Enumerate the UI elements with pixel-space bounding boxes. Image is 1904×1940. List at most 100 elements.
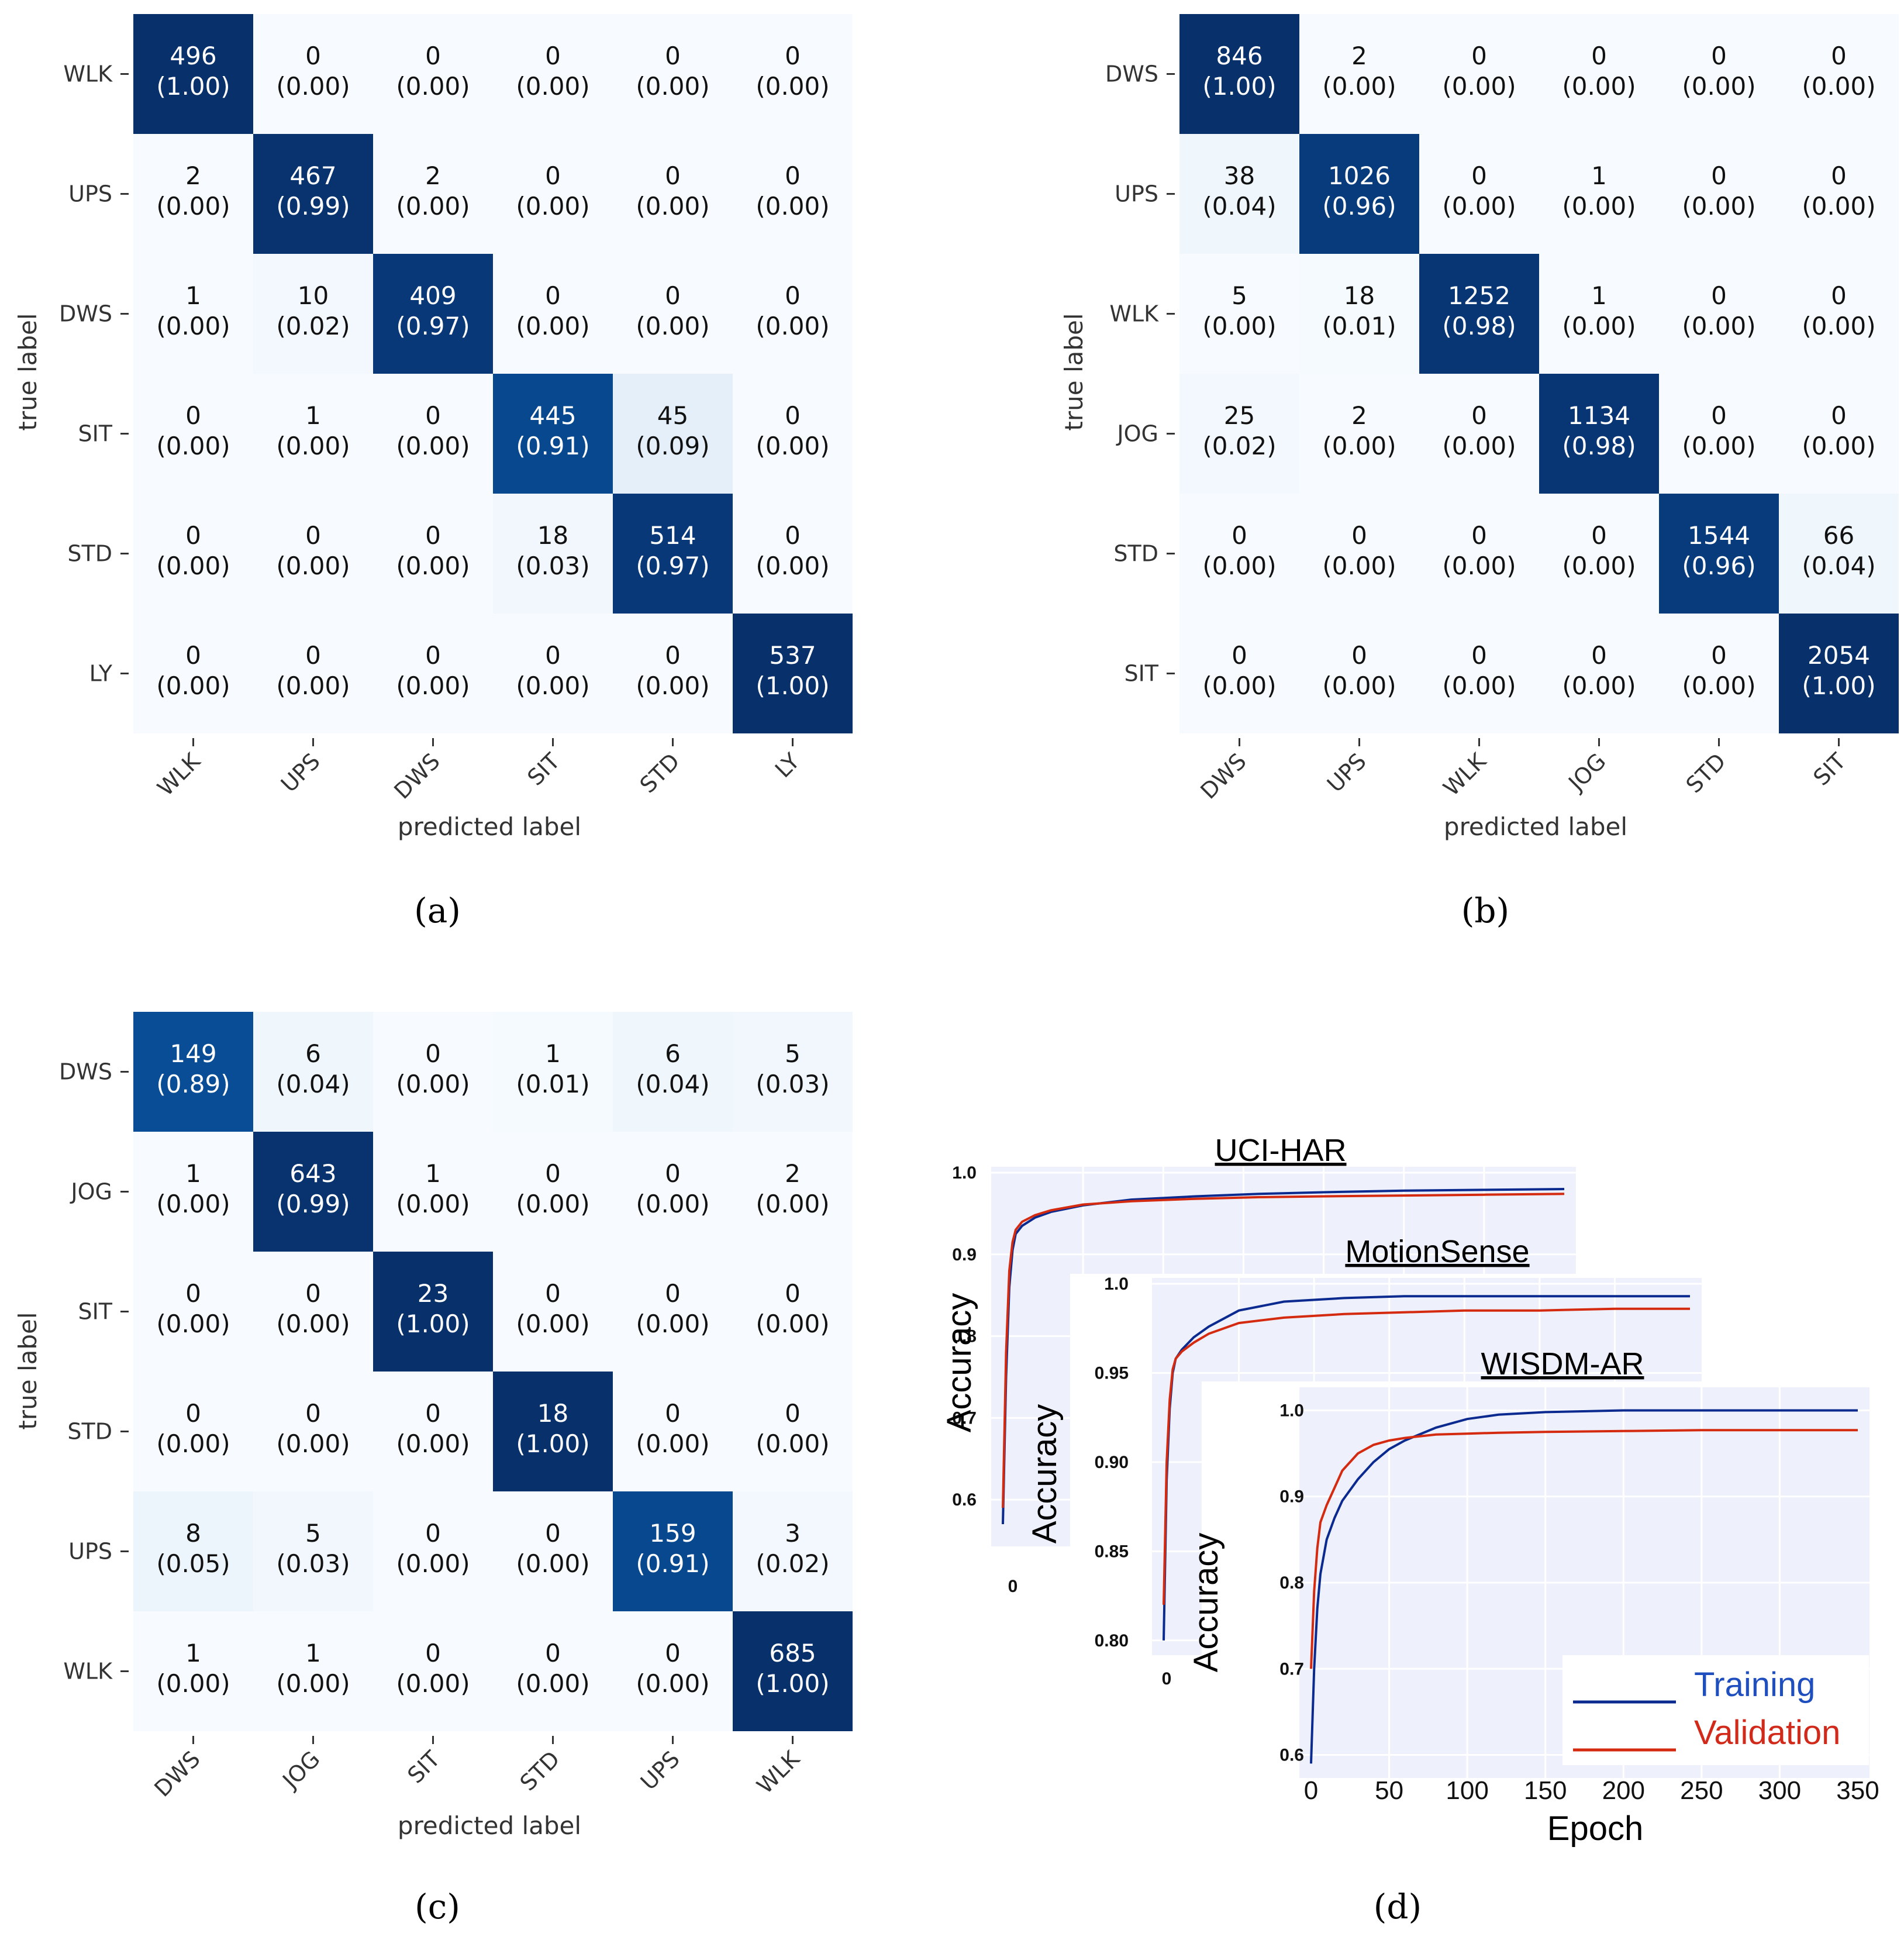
heatmap-c-xlabel: predicted label [398, 1811, 581, 1840]
heatmap-b-cell-r0-c5 [1779, 14, 1899, 134]
heatmap-a-fraction-r5-c2: (0.00) [396, 671, 470, 700]
heatmap-a-fraction-r2-c0: (0.00) [156, 312, 230, 340]
heatmap-b-cell-r4-c0 [1179, 494, 1299, 614]
heatmap-b-count-r0-c5: 0 [1831, 42, 1847, 70]
heatmap-b-fraction-r5-c0: (0.00) [1202, 671, 1276, 700]
heatmap-c-count-r4-c0: 8 [185, 1519, 201, 1548]
heatmap-c-fraction-r0-c4: (0.04) [636, 1070, 709, 1098]
heatmap-c-cell-r1-c4 [613, 1132, 733, 1252]
heatmap-b-fraction-r0-c0: (1.00) [1202, 72, 1276, 101]
heatmap-a-count-r1-c4: 0 [665, 161, 681, 190]
lc-wisdm-ar-ytick-label: 0.8 [1279, 1573, 1304, 1593]
heatmap-a-count-r5-c0: 0 [185, 641, 201, 670]
heatmap-a-fraction-r2-c5: (0.00) [756, 312, 829, 340]
heatmap-b-count-r2-c5: 0 [1831, 281, 1847, 310]
heatmap-c-fraction-r0-c1: (0.04) [276, 1070, 350, 1098]
heatmap-b-ytick-label: JOG [1116, 421, 1158, 447]
heatmap-c-ytick-label: WLK [63, 1659, 113, 1684]
heatmap-c-fraction-r1-c3: (0.00) [516, 1190, 589, 1218]
lc-motionsense-ytick-label: 0.95 [1095, 1363, 1129, 1383]
heatmap-b-count-r1-c1: 1026 [1328, 161, 1391, 190]
heatmap-b-cell-r0-c2 [1419, 14, 1539, 134]
heatmap-c-fraction-r0-c5: (0.03) [756, 1070, 829, 1098]
heatmap-b-fraction-r5-c4: (0.00) [1682, 671, 1755, 700]
heatmap-b-cell-r2-c4 [1659, 254, 1779, 374]
heatmap-b-count-r4-c5: 66 [1823, 521, 1854, 550]
heatmap-b-fraction-r4-c1: (0.00) [1322, 552, 1396, 580]
heatmap-a-fraction-r0-c0: (1.00) [156, 72, 230, 101]
lc-uci-har-xtick-label: 0 [1008, 1577, 1018, 1596]
heatmap-c-count-r2-c3: 0 [545, 1279, 561, 1308]
heatmap-c-fraction-r2-c0: (0.00) [156, 1310, 230, 1338]
heatmap-a-fraction-r0-c1: (0.00) [276, 72, 350, 101]
heatmap-a-cell-r4-c0 [133, 494, 253, 614]
heatmap-b-fraction-r0-c5: (0.00) [1802, 72, 1875, 101]
heatmap-c-fraction-r1-c4: (0.00) [636, 1190, 709, 1218]
heatmap-a-count-r2-c1: 10 [298, 281, 329, 310]
heatmap-c-fraction-r1-c1: (0.99) [276, 1190, 350, 1218]
heatmap-c-cell-r0-c5 [733, 1012, 853, 1132]
heatmap-b-fraction-r3-c4: (0.00) [1682, 432, 1755, 460]
heatmap-c-cell-r5-c4 [613, 1611, 733, 1731]
heatmap-a-cell-r4-c3 [493, 494, 613, 614]
legend-training-label: Training [1694, 1666, 1815, 1704]
heatmap-b-fraction-r1-c2: (0.00) [1442, 192, 1516, 220]
heatmap-b-count-r5-c2: 0 [1471, 641, 1487, 670]
heatmap-b-fraction-r3-c3: (0.98) [1562, 432, 1636, 460]
heatmap-b-fraction-r0-c1: (0.00) [1322, 72, 1396, 101]
heatmap-c-count-r2-c1: 0 [305, 1279, 321, 1308]
heatmap-b-cell-r4-c5 [1779, 494, 1899, 614]
heatmap-a-fraction-r4-c5: (0.00) [756, 552, 829, 580]
heatmap-a-count-r4-c0: 0 [185, 521, 201, 550]
heatmap-a-fraction-r2-c1: (0.02) [276, 312, 350, 340]
heatmap-c-fraction-r5-c3: (0.00) [516, 1669, 589, 1698]
heatmap-b-count-r3-c4: 0 [1711, 401, 1727, 430]
heatmap-b-fraction-r1-c4: (0.00) [1682, 192, 1755, 220]
heatmap-c-cell-r0-c4 [613, 1012, 733, 1132]
heatmap-c-cell-r1-c5 [733, 1132, 853, 1252]
heatmap-c-fraction-r2-c4: (0.00) [636, 1310, 709, 1338]
heatmap-c-count-r1-c3: 0 [545, 1159, 561, 1188]
heatmap-c-count-r5-c3: 0 [545, 1639, 561, 1667]
heatmap-b-count-r2-c1: 18 [1344, 281, 1375, 310]
heatmap-a-count-r3-c5: 0 [785, 401, 801, 430]
heatmap-a-fraction-r5-c3: (0.00) [516, 671, 589, 700]
heatmap-c-count-r1-c5: 2 [785, 1159, 801, 1188]
caption-a: (a) [414, 891, 461, 931]
heatmap-c-fraction-r4-c5: (0.02) [756, 1549, 829, 1578]
heatmap-c-count-r2-c2: 23 [418, 1279, 449, 1308]
heatmap-b-cell-r0-c1 [1299, 14, 1419, 134]
confusion-matrix-a: 496(1.00)0(0.00)0(0.00)0(0.00)0(0.00)0(0… [13, 14, 853, 931]
heatmap-b-cell-r5-c0 [1179, 614, 1299, 733]
heatmap-a-cell-r4-c1 [253, 494, 373, 614]
heatmap-c-cell-r2-c0 [133, 1252, 253, 1372]
heatmap-c-cell-r5-c5 [733, 1611, 853, 1731]
heatmap-b-cell-r0-c3 [1539, 14, 1659, 134]
lc-uci-har-ytick-label: 0.6 [952, 1490, 977, 1510]
heatmap-b-cell-r5-c5 [1779, 614, 1899, 733]
heatmap-c-count-r0-c0: 149 [170, 1039, 216, 1068]
caption-d: (d) [1374, 1887, 1422, 1927]
heatmap-b-cell-r1-c2 [1419, 134, 1539, 254]
heatmap-c-cell-r1-c2 [373, 1132, 493, 1252]
heatmap-b-fraction-r3-c5: (0.00) [1802, 432, 1875, 460]
heatmap-b-cell-r4-c2 [1419, 494, 1539, 614]
heatmap-c-count-r0-c3: 1 [545, 1039, 561, 1068]
heatmap-a-cell-r2-c4 [613, 254, 733, 374]
heatmap-a-fraction-r4-c1: (0.00) [276, 552, 350, 580]
heatmap-b-cell-r1-c5 [1779, 134, 1899, 254]
heatmap-c-count-r1-c4: 0 [665, 1159, 681, 1188]
heatmap-b-count-r3-c5: 0 [1831, 401, 1847, 430]
heatmap-c-cell-r4-c1 [253, 1491, 373, 1611]
heatmap-b-cell-r5-c4 [1659, 614, 1779, 733]
heatmap-c-count-r0-c1: 6 [305, 1039, 321, 1068]
heatmap-a-count-r3-c2: 0 [425, 401, 441, 430]
lc-wisdm-ar-ytick-label: 0.9 [1279, 1487, 1304, 1507]
heatmap-b-cell-r3-c3 [1539, 374, 1659, 494]
heatmap-a-count-r0-c1: 0 [305, 42, 321, 70]
heatmap-c-count-r2-c4: 0 [665, 1279, 681, 1308]
heatmap-b-fraction-r2-c5: (0.00) [1802, 312, 1875, 340]
lc-uci-har-line-validation [1002, 1193, 1565, 1508]
heatmap-a-count-r5-c4: 0 [665, 641, 681, 670]
heatmap-a-fraction-r3-c5: (0.00) [756, 432, 829, 460]
